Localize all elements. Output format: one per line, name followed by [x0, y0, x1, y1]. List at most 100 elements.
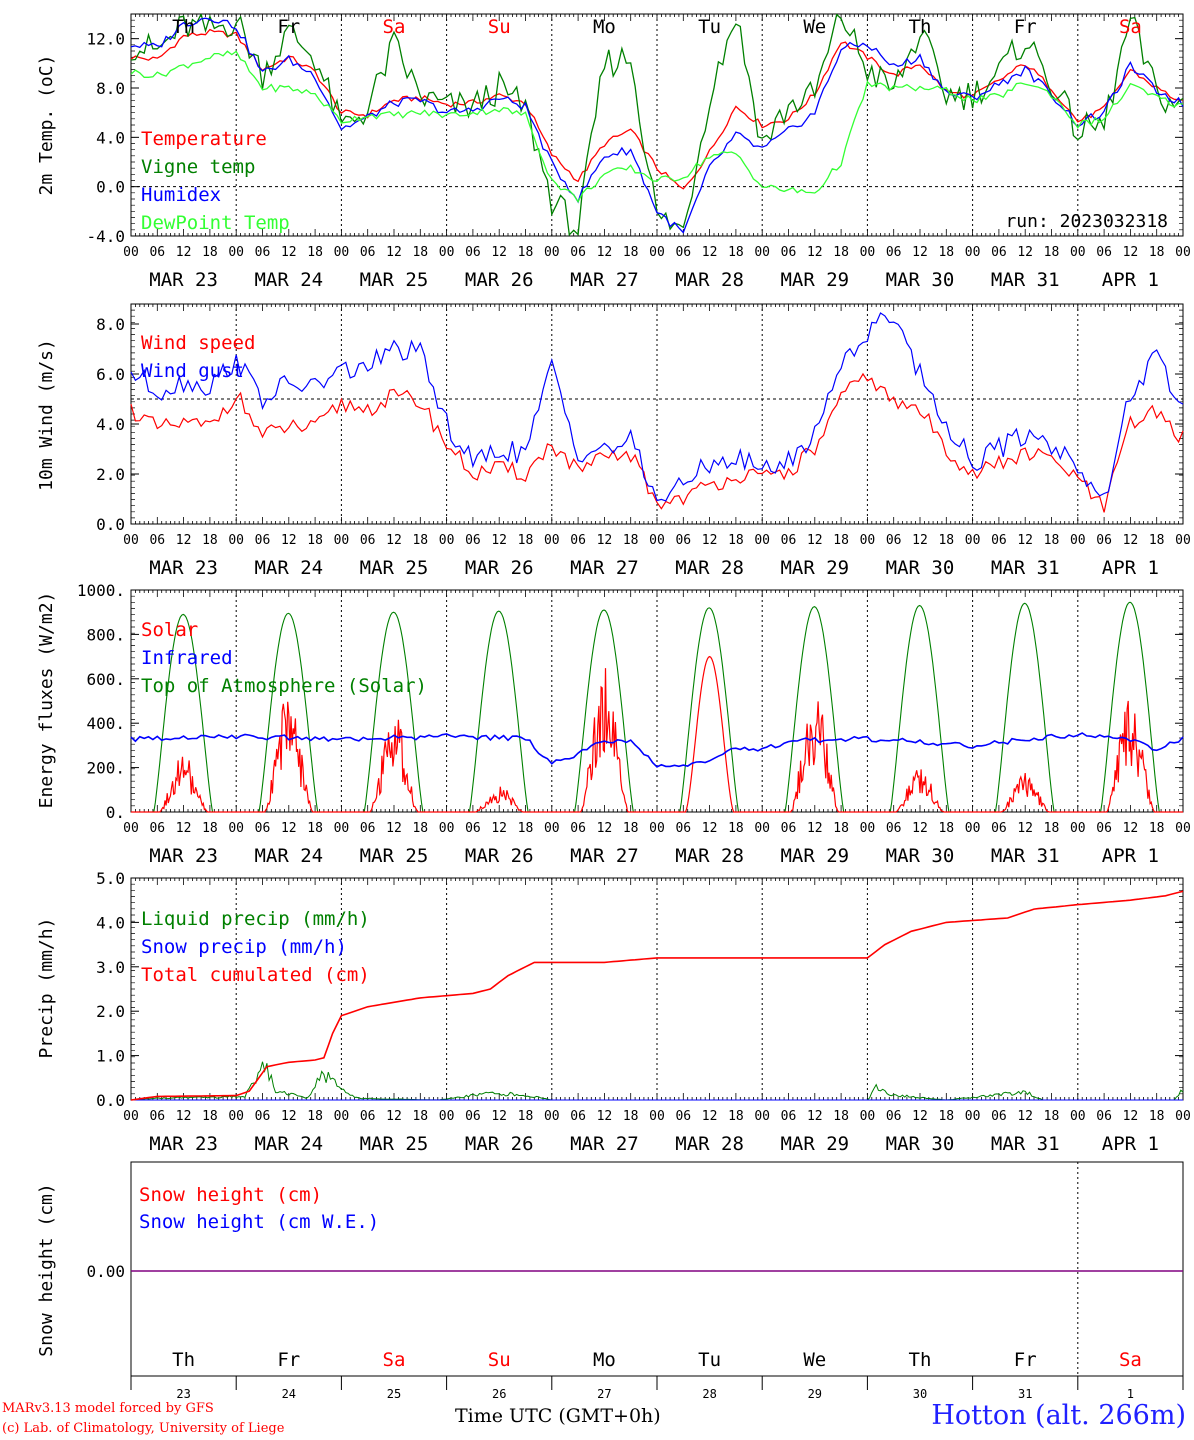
- x-tick-label: 06: [886, 245, 902, 260]
- x-tick-label: 06: [781, 1109, 797, 1124]
- x-tick-label: 18: [1044, 245, 1060, 260]
- x-tick-label: 18: [728, 533, 744, 548]
- date-label: MAR 25: [360, 269, 429, 291]
- y-tick-label: 2.0: [96, 1002, 125, 1021]
- x-tick-label: 12: [912, 1109, 928, 1124]
- weekday-label: Tu: [698, 1349, 721, 1371]
- series-line-toa-solar: [153, 601, 1160, 813]
- x-tick-label: 00: [1070, 1109, 1086, 1124]
- x-tick-label: 18: [307, 245, 323, 260]
- x-tick-label: 18: [1044, 533, 1060, 548]
- x-tick-label: 18: [938, 1109, 954, 1124]
- x-tick-label: 00: [860, 245, 876, 260]
- hour-ticks: [130, 878, 1184, 1100]
- x-tick-label: 06: [1096, 533, 1112, 548]
- legend-entry: Wind gust: [141, 360, 244, 382]
- x-tick-label: 18: [728, 1109, 744, 1124]
- x-tick-label: 06: [781, 245, 797, 260]
- x-tick-label: 00: [754, 533, 770, 548]
- date-label: MAR 28: [675, 1133, 744, 1155]
- day-number-label: 30: [913, 1387, 927, 1401]
- weekday-label: Su: [488, 1349, 511, 1371]
- y-tick-label: 0.0: [96, 178, 125, 197]
- y-tick-label: 0.0: [96, 1091, 125, 1110]
- x-tick-label: 00: [334, 533, 350, 548]
- series-line-humidex: [131, 17, 1183, 234]
- day-number-label: 31: [1018, 1387, 1032, 1401]
- date-label: MAR 30: [886, 1133, 955, 1155]
- y-axis-title: Energy fluxes (W/m2): [36, 592, 57, 809]
- x-tick-label: 18: [938, 245, 954, 260]
- weekday-label: Fr: [1014, 16, 1037, 38]
- x-tick-label: 00: [649, 1109, 665, 1124]
- date-label: MAR 23: [149, 269, 218, 291]
- day-number-label: 29: [808, 1387, 822, 1401]
- date-label: MAR 28: [675, 557, 744, 579]
- x-tick-label: 18: [307, 533, 323, 548]
- legend-entry: Snow height (cm W.E.): [139, 1211, 379, 1233]
- x-tick-label: 18: [1149, 245, 1165, 260]
- x-tick-label: 00: [439, 533, 455, 548]
- date-label: MAR 29: [780, 557, 849, 579]
- x-tick-label: 00: [1070, 533, 1086, 548]
- x-tick-label: 12: [597, 245, 613, 260]
- weekday-label: We: [803, 16, 826, 38]
- x-tick-label: 06: [991, 821, 1007, 836]
- x-tick-label: 06: [781, 821, 797, 836]
- date-label: MAR 31: [991, 557, 1060, 579]
- hour-ticks: [130, 304, 1184, 524]
- x-tick-label: 06: [991, 1109, 1007, 1124]
- date-label: MAR 30: [886, 557, 955, 579]
- legend-entry: Total cumulated (cm): [141, 964, 370, 986]
- y-tick-label: 1.0: [96, 1047, 125, 1066]
- x-tick-label: 06: [675, 1109, 691, 1124]
- series-line-temperature: [131, 28, 1183, 190]
- run-label: run: 2023032318: [1005, 211, 1168, 232]
- x-tick-label: 12: [281, 821, 297, 836]
- x-tick-label: 12: [912, 821, 928, 836]
- x-tick-label: 06: [360, 821, 376, 836]
- legend-entry: Liquid precip (mm/h): [141, 908, 370, 930]
- x-tick-label: 06: [465, 821, 481, 836]
- panel-1: -4.0 0.0 4.0 8.0 12.0 2m Temp. (oC) 00 06 12 18 MA…: [36, 13, 1191, 291]
- x-tick-label: 18: [833, 821, 849, 836]
- x-tick-label: 12: [281, 533, 297, 548]
- x-tick-label: 18: [1044, 821, 1060, 836]
- date-label: MAR 27: [570, 1133, 639, 1155]
- series-line-wind-gust: [130, 312, 1184, 502]
- x-tick-label: 18: [623, 821, 639, 836]
- y-tick-label: 0.00: [86, 1262, 125, 1281]
- x-tick-label: 00: [965, 245, 981, 260]
- y-tick-label: 0.0: [96, 515, 125, 534]
- x-tick-label: 00: [439, 245, 455, 260]
- x-tick-label: 06: [465, 533, 481, 548]
- time-axis-label: Time UTC (GMT+0h): [455, 1405, 661, 1427]
- x-tick-label: 00: [228, 533, 244, 548]
- x-tick-label: 12: [702, 1109, 718, 1124]
- x-tick-label: 12: [702, 821, 718, 836]
- weekday-label: Th: [909, 16, 932, 38]
- x-tick-label: 12: [176, 245, 192, 260]
- x-tick-label: 12: [1123, 533, 1139, 548]
- x-tick-label: 06: [886, 533, 902, 548]
- x-tick-label: 18: [833, 1109, 849, 1124]
- x-tick-label: 00: [754, 245, 770, 260]
- weekday-label: Sa: [1119, 1349, 1142, 1371]
- legend-entry: Wind speed: [141, 332, 255, 354]
- x-tick-label: 18: [202, 1109, 218, 1124]
- x-tick-label: 12: [491, 533, 507, 548]
- x-tick-label: 18: [518, 1109, 534, 1124]
- weekday-label: Tu: [698, 16, 721, 38]
- x-tick-label: 18: [307, 1109, 323, 1124]
- x-tick-label: 12: [386, 1109, 402, 1124]
- x-tick-label: 18: [202, 821, 218, 836]
- x-tick-label: 12: [807, 821, 823, 836]
- x-tick-label: 18: [938, 821, 954, 836]
- x-tick-label: 00: [123, 245, 139, 260]
- legend-entry: Snow precip (mm/h): [141, 936, 347, 958]
- date-label: APR 1: [1102, 269, 1159, 291]
- x-tick-label: 12: [912, 245, 928, 260]
- x-tick-label: 00: [1175, 533, 1191, 548]
- y-tick-label: 12.0: [86, 30, 125, 49]
- legend-entry: Temperature: [141, 128, 267, 150]
